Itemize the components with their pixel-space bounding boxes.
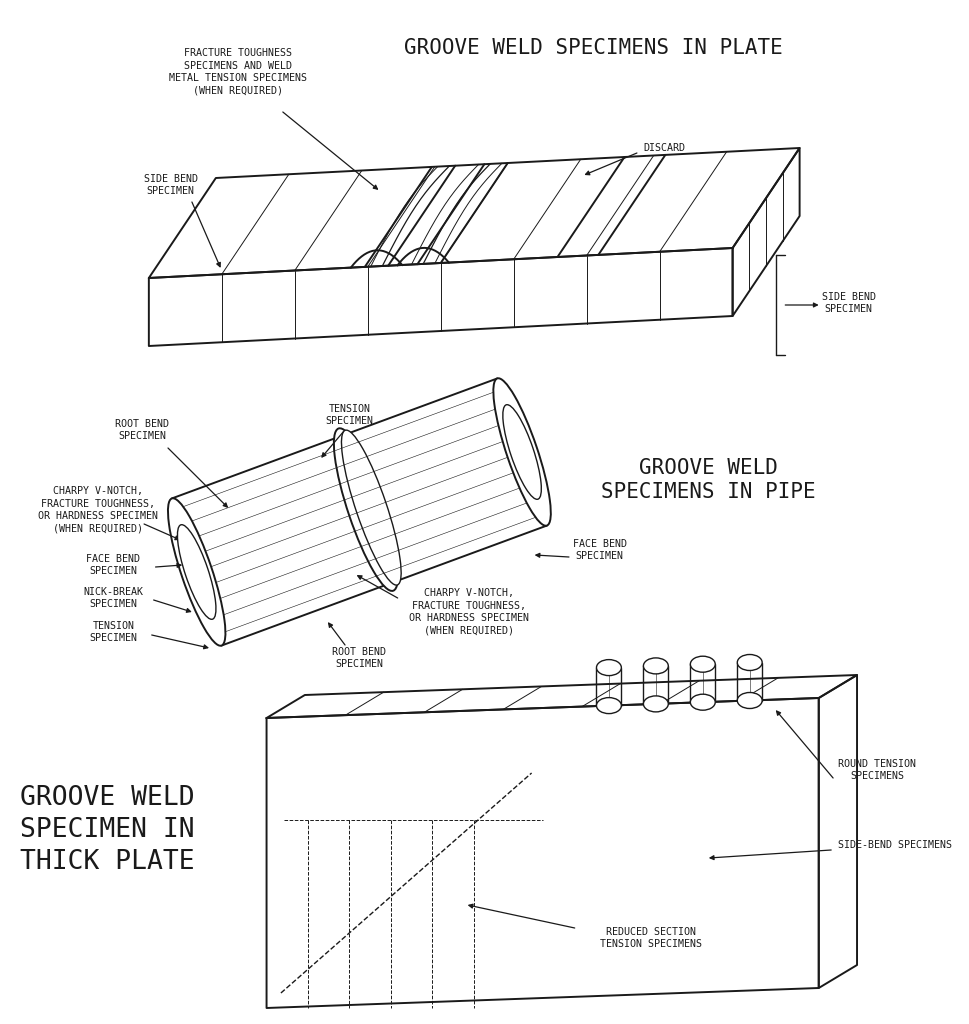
Ellipse shape bbox=[503, 404, 542, 500]
Text: NICK-BREAK
SPECIMEN: NICK-BREAK SPECIMEN bbox=[83, 587, 143, 609]
Ellipse shape bbox=[643, 696, 669, 712]
Text: GROOVE WELD SPECIMENS IN PLATE: GROOVE WELD SPECIMENS IN PLATE bbox=[404, 38, 783, 58]
Text: THICK PLATE: THICK PLATE bbox=[20, 849, 195, 874]
Text: CHARPY V-NOTCH,
FRACTURE TOUGHNESS,
OR HARDNESS SPECIMEN
(WHEN REQUIRED): CHARPY V-NOTCH, FRACTURE TOUGHNESS, OR H… bbox=[38, 486, 158, 534]
Text: SIDE-BEND SPECIMENS: SIDE-BEND SPECIMENS bbox=[838, 840, 952, 850]
Text: FACE BEND
SPECIMEN: FACE BEND SPECIMEN bbox=[573, 539, 627, 561]
Text: SIDE BEND
SPECIMEN: SIDE BEND SPECIMEN bbox=[822, 292, 876, 314]
Ellipse shape bbox=[341, 430, 401, 585]
Text: FACE BEND
SPECIMEN: FACE BEND SPECIMEN bbox=[86, 554, 141, 577]
Ellipse shape bbox=[168, 499, 226, 646]
Ellipse shape bbox=[334, 428, 398, 591]
Ellipse shape bbox=[177, 524, 216, 620]
Text: ROOT BEND
SPECIMEN: ROOT BEND SPECIMEN bbox=[115, 419, 170, 441]
Ellipse shape bbox=[690, 656, 715, 672]
Ellipse shape bbox=[737, 692, 763, 709]
Text: TENSION
SPECIMEN: TENSION SPECIMEN bbox=[89, 621, 138, 643]
Text: GROOVE WELD: GROOVE WELD bbox=[640, 458, 778, 478]
Text: ROOT BEND
SPECIMEN: ROOT BEND SPECIMEN bbox=[332, 647, 387, 670]
Text: SPECIMENS IN PIPE: SPECIMENS IN PIPE bbox=[602, 482, 816, 502]
Text: TENSION
SPECIMEN: TENSION SPECIMEN bbox=[326, 403, 374, 426]
Ellipse shape bbox=[597, 697, 621, 714]
Ellipse shape bbox=[643, 657, 669, 674]
Text: FRACTURE TOUGHNESS
SPECIMENS AND WELD
METAL TENSION SPECIMENS
(WHEN REQUIRED): FRACTURE TOUGHNESS SPECIMENS AND WELD ME… bbox=[169, 48, 307, 95]
Ellipse shape bbox=[690, 694, 715, 711]
Ellipse shape bbox=[493, 378, 550, 525]
Text: SPECIMEN IN: SPECIMEN IN bbox=[20, 817, 195, 843]
Text: DISCARD: DISCARD bbox=[643, 143, 686, 153]
Text: ROUND TENSION
SPECIMENS: ROUND TENSION SPECIMENS bbox=[838, 759, 916, 781]
Text: GROOVE WELD: GROOVE WELD bbox=[20, 785, 195, 811]
Ellipse shape bbox=[597, 659, 621, 676]
Text: CHARPY V-NOTCH,
FRACTURE TOUGHNESS,
OR HARDNESS SPECIMEN
(WHEN REQUIRED): CHARPY V-NOTCH, FRACTURE TOUGHNESS, OR H… bbox=[410, 589, 529, 636]
Text: REDUCED SECTION
TENSION SPECIMENS: REDUCED SECTION TENSION SPECIMENS bbox=[600, 927, 703, 949]
Text: SIDE BEND
SPECIMEN: SIDE BEND SPECIMEN bbox=[143, 174, 198, 197]
Ellipse shape bbox=[737, 654, 763, 671]
